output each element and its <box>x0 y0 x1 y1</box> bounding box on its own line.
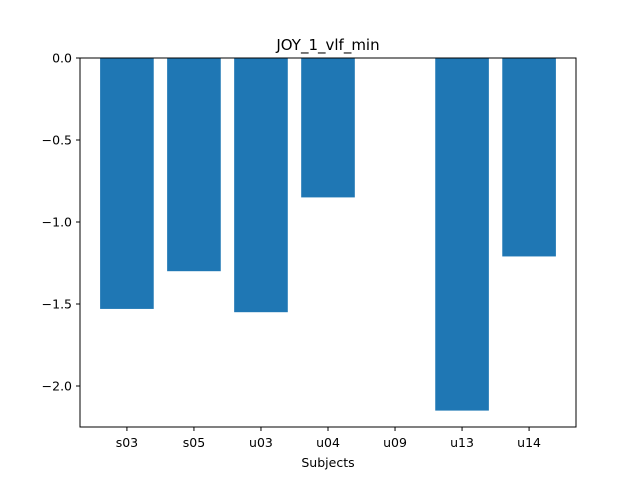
y-tick-label: 0.0 <box>52 51 72 66</box>
y-tick-label: −0.5 <box>42 133 72 148</box>
bar-u13 <box>435 58 489 411</box>
bar-s03 <box>100 58 154 309</box>
bar-s05 <box>167 58 221 272</box>
y-tick-label: −1.0 <box>42 215 72 230</box>
bar-u14 <box>502 58 556 257</box>
x-tick-label: s03 <box>116 435 138 450</box>
chart-title: JOY_1_vlf_min <box>275 36 379 55</box>
x-tick-label: s05 <box>183 435 205 450</box>
x-tick-label: u04 <box>316 435 340 450</box>
x-tick-label: u09 <box>383 435 407 450</box>
bar-u03 <box>234 58 288 313</box>
x-tick-label: u13 <box>450 435 474 450</box>
x-axis-label: Subjects <box>301 455 354 470</box>
x-tick-label: u14 <box>517 435 541 450</box>
bar-u04 <box>301 58 355 198</box>
x-tick-label: u03 <box>249 435 273 450</box>
bars-group <box>100 58 556 411</box>
x-ticks-group: s03 s05 u03 u04 u09 u13 u14 <box>116 427 541 450</box>
y-tick-label: −2.0 <box>42 379 72 394</box>
y-tick-label: −1.5 <box>42 297 72 312</box>
y-ticks-group: 0.0 −0.5 −1.0 −1.5 −2.0 <box>42 51 80 394</box>
